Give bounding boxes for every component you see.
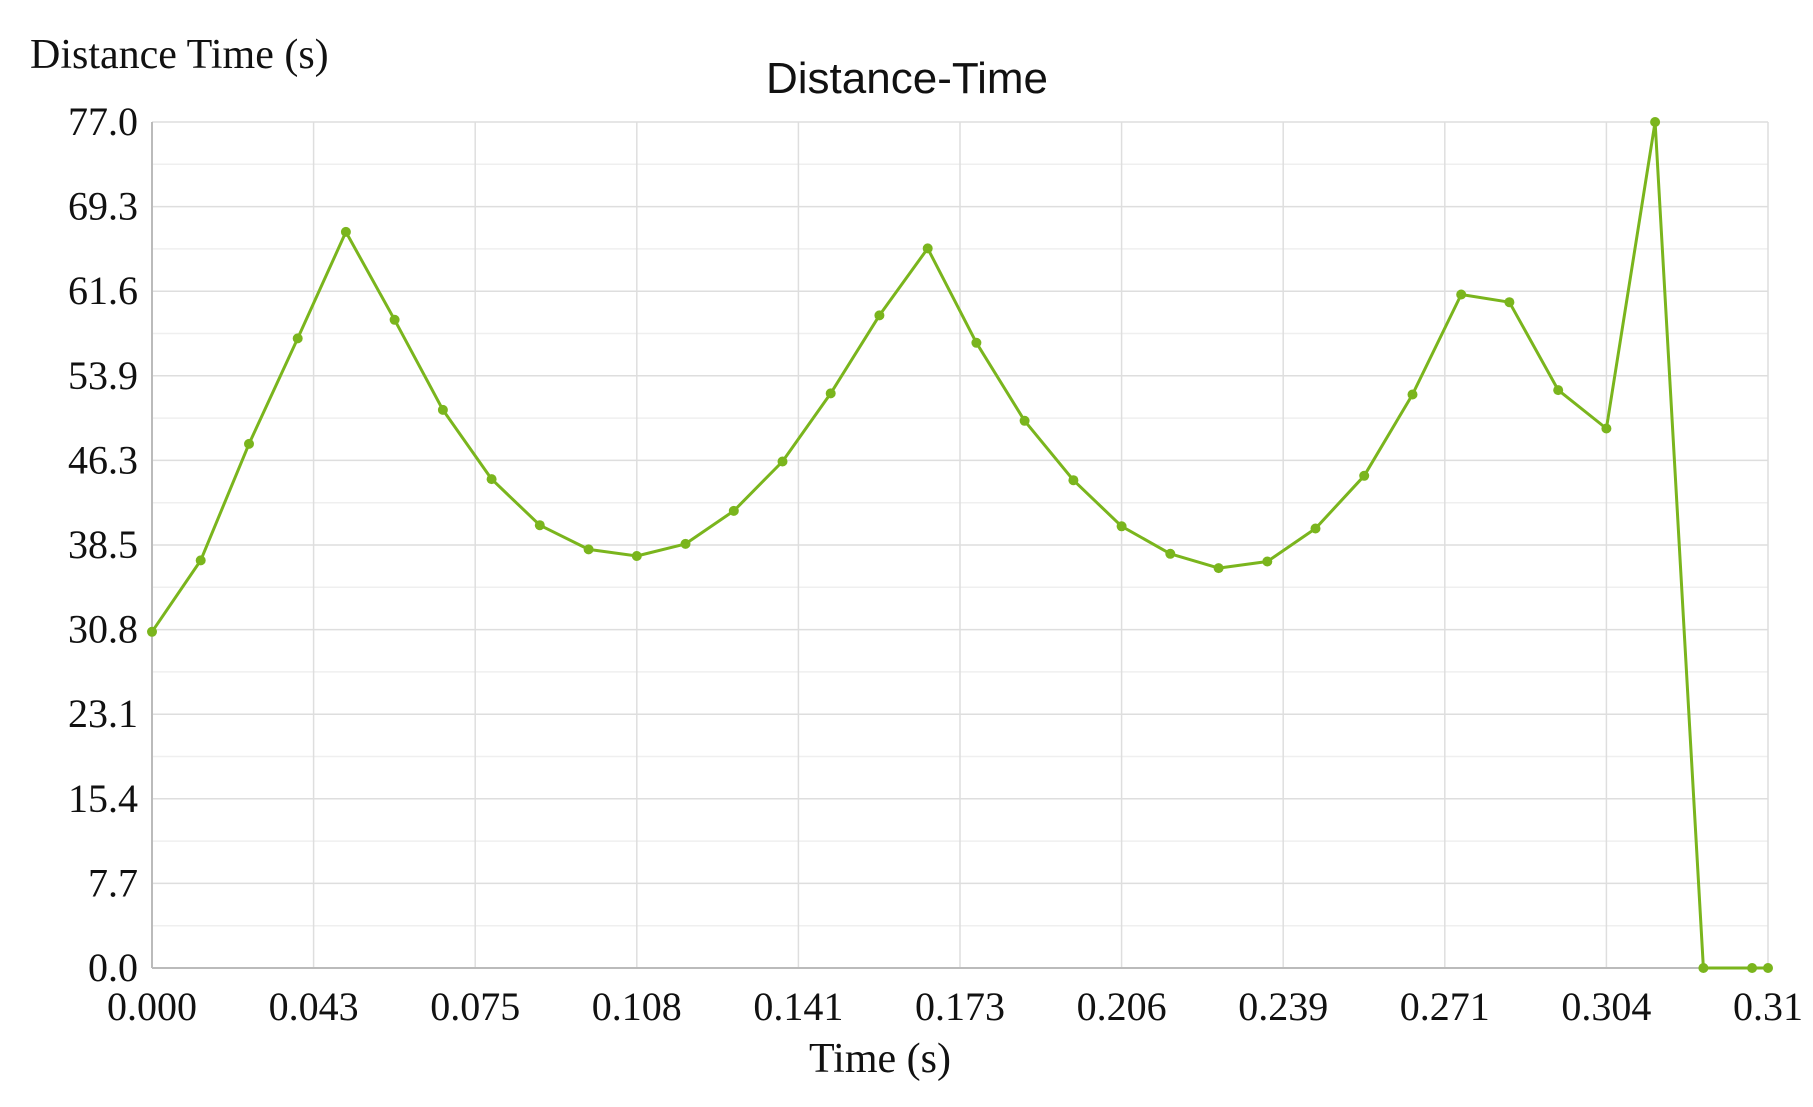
data-point [1698, 963, 1709, 973]
y-tick-label: 46.3 [68, 437, 138, 482]
data-point [1504, 297, 1515, 308]
data-point [680, 538, 691, 549]
data-point [1407, 389, 1418, 400]
y-axis-title: Distance Time (s) [30, 32, 329, 78]
data-point [971, 337, 982, 348]
data-point [1213, 563, 1224, 574]
axes [151, 122, 1768, 969]
data-point [874, 310, 885, 321]
data-point [1359, 470, 1370, 481]
y-tick-label: 69.3 [68, 184, 138, 229]
data-point [437, 404, 448, 415]
y-tick-label: 77.0 [68, 99, 138, 144]
data-point [486, 474, 497, 485]
data-point [340, 226, 351, 237]
x-tick-label: 0.239 [1238, 984, 1328, 1029]
y-tick-label: 30.8 [68, 607, 138, 652]
y-axis-ticks: 77.0 69.3 61.6 53.9 46.3 38.5 30.8 23.1 15.4 7.7 0… [68, 99, 138, 990]
data-point [292, 333, 303, 344]
data-point [583, 544, 594, 555]
x-tick-label: 0.271 [1400, 984, 1490, 1029]
x-tick-label: 0.304 [1561, 984, 1651, 1029]
x-tick-label: 0.141 [753, 984, 843, 1029]
x-axis-title: Time (s) [809, 1036, 951, 1082]
data-point [631, 551, 642, 561]
y-tick-label: 61.6 [68, 268, 138, 313]
data-point [534, 520, 545, 531]
data-point [922, 243, 933, 254]
data-point [1601, 423, 1612, 434]
data-point [1763, 963, 1773, 973]
x-tick-label: 0.043 [269, 984, 359, 1029]
data-point [147, 626, 157, 637]
y-tick-label: 0.0 [88, 945, 138, 990]
x-tick-label: 0.000 [107, 984, 197, 1029]
data-point [1456, 289, 1467, 300]
series-group [147, 117, 1773, 973]
data-point [389, 314, 400, 325]
data-point [1310, 523, 1321, 534]
data-point [244, 438, 254, 449]
x-tick-label: 0.173 [915, 984, 1005, 1029]
x-tick-label: 0.31 [1733, 984, 1803, 1029]
data-point [1116, 521, 1127, 532]
y-tick-label: 7.7 [88, 860, 138, 905]
data-point [728, 505, 739, 516]
x-tick-label: 0.075 [430, 984, 520, 1029]
data-point [1747, 963, 1758, 973]
data-point [1165, 548, 1176, 559]
data-point [777, 456, 788, 467]
y-tick-label: 53.9 [68, 353, 138, 398]
data-point [195, 555, 206, 566]
data-point [1553, 385, 1564, 396]
y-tick-label: 15.4 [68, 776, 138, 821]
chart-title: Distance-Time [766, 54, 1048, 103]
y-tick-label: 23.1 [68, 691, 138, 736]
data-point [1262, 556, 1273, 567]
data-point [1650, 117, 1661, 127]
y-tick-label: 38.5 [68, 522, 138, 567]
x-tick-label: 0.108 [592, 984, 682, 1029]
data-point [825, 388, 836, 399]
x-tick-label: 0.206 [1077, 984, 1167, 1029]
grid [151, 121, 1769, 969]
x-axis-ticks: 0.000 0.043 0.075 0.108 0.141 0.173 0.206 0.239… [107, 984, 1803, 1029]
data-point [1068, 475, 1079, 486]
data-point [1019, 415, 1030, 426]
